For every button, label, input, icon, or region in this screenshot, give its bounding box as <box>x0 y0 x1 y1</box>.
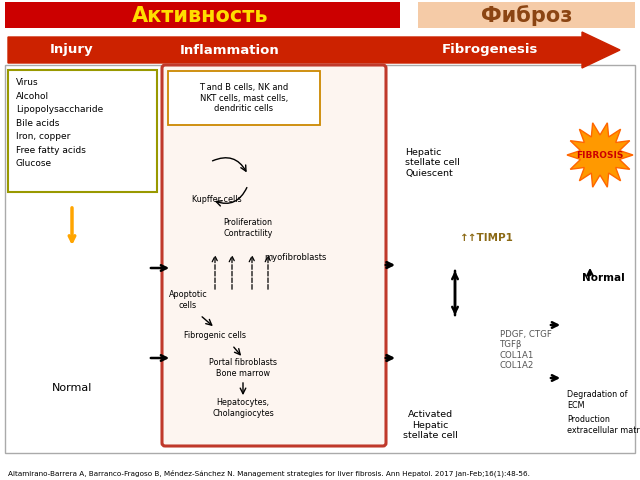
Text: Активность: Активность <box>132 6 268 26</box>
FancyBboxPatch shape <box>5 65 635 453</box>
FancyBboxPatch shape <box>418 2 635 28</box>
FancyBboxPatch shape <box>8 70 157 192</box>
Polygon shape <box>567 123 633 187</box>
Text: Hepatocytes,
Cholangiocytes: Hepatocytes, Cholangiocytes <box>212 398 274 418</box>
Text: ↑↑TIMP1: ↑↑TIMP1 <box>460 233 514 243</box>
Text: FIBROSIS: FIBROSIS <box>576 151 624 159</box>
Text: Fibrogenesis: Fibrogenesis <box>442 44 538 57</box>
Text: Kupffer cells: Kupffer cells <box>192 195 242 204</box>
Text: Fibrogenic cells: Fibrogenic cells <box>184 331 246 339</box>
Text: Virus
Alcohol
Lipopolysaccharide
Bile acids
Iron, copper
Free fatty acids
Glucos: Virus Alcohol Lipopolysaccharide Bile ac… <box>16 78 103 168</box>
FancyArrow shape <box>8 32 620 68</box>
Text: Apoptotic
cells: Apoptotic cells <box>168 290 207 310</box>
Text: Inflammation: Inflammation <box>180 44 280 57</box>
FancyBboxPatch shape <box>5 2 400 28</box>
FancyBboxPatch shape <box>162 65 386 446</box>
Text: Normal: Normal <box>52 383 92 393</box>
Text: Activated
Hepatic
stellate cell: Activated Hepatic stellate cell <box>403 410 458 440</box>
Text: myofibroblasts: myofibroblasts <box>264 253 326 263</box>
Text: Фиброз: Фиброз <box>481 5 573 26</box>
Text: Portal fibroblasts
Bone marrow: Portal fibroblasts Bone marrow <box>209 358 277 378</box>
Text: T and B cells, NK and
NKT cells, mast cells,
dendritic cells: T and B cells, NK and NKT cells, mast ce… <box>200 83 289 113</box>
Text: Injury: Injury <box>50 44 94 57</box>
Text: Degradation of
ECM: Degradation of ECM <box>567 390 627 410</box>
Text: Hepatic
stellate cell
Quiescent: Hepatic stellate cell Quiescent <box>405 148 460 178</box>
Text: PDGF, CTGF
TGFβ
COL1A1
COL1A2: PDGF, CTGF TGFβ COL1A1 COL1A2 <box>500 330 552 370</box>
FancyBboxPatch shape <box>168 71 320 125</box>
Text: Proliferation
Contractility: Proliferation Contractility <box>223 218 273 238</box>
Text: Production
extracellular matrix: Production extracellular matrix <box>567 415 640 435</box>
Text: Altamirano-Barrera A, Barranco-Fragoso B, Méndez-Sánchez N. Management strategie: Altamirano-Barrera A, Barranco-Fragoso B… <box>8 469 530 477</box>
Text: Normal: Normal <box>582 273 625 283</box>
